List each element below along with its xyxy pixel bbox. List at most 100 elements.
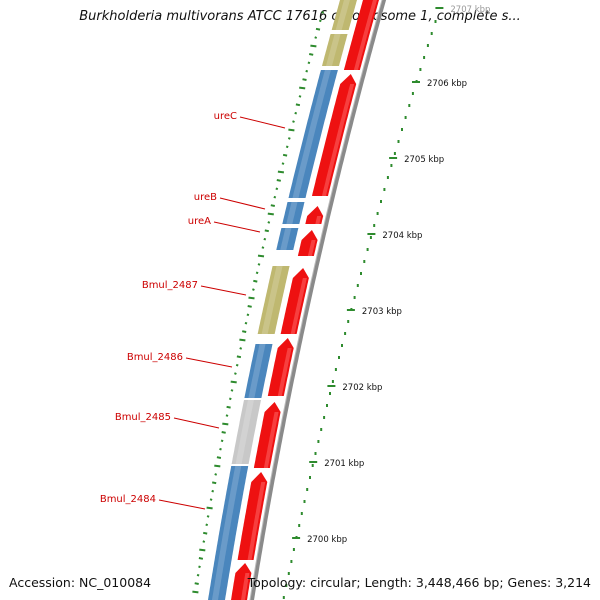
forward-gene-arrowhead xyxy=(292,268,309,278)
gc-tick xyxy=(225,414,229,417)
gc-tick xyxy=(321,11,325,14)
forward-gene-arrowhead xyxy=(277,338,294,348)
gc-tick xyxy=(226,405,231,409)
ruler-label: 2705 kbp xyxy=(404,155,444,165)
gc-tick xyxy=(310,44,317,48)
reverse-gene-1 xyxy=(331,0,357,30)
ruler-minor-tick xyxy=(338,356,340,359)
gc-tick xyxy=(314,36,318,39)
gc-tick xyxy=(211,489,215,493)
gc-tick xyxy=(196,573,200,577)
ruler-minor-tick xyxy=(411,92,414,95)
forward-gene-shine xyxy=(277,348,292,396)
ruler-minor-tick xyxy=(380,200,382,203)
gc-tick xyxy=(299,86,306,90)
ruler-label: 2707 kbp xyxy=(450,5,490,15)
ruler-minor-tick xyxy=(390,164,393,167)
reverse-gene-shine xyxy=(235,400,254,464)
ruler-minor-tick xyxy=(373,224,376,227)
gene-label-pointer xyxy=(239,116,286,129)
gc-tick xyxy=(194,582,199,585)
gc-tick xyxy=(202,540,206,543)
gene-label-ureC: ureC xyxy=(214,111,286,129)
gene-label-pointer xyxy=(219,197,266,210)
forward-gene-shine xyxy=(307,240,316,256)
gc-tick xyxy=(206,506,213,510)
reverse-gene-shine xyxy=(292,70,331,198)
gc-tick xyxy=(307,61,311,65)
gc-tick xyxy=(244,321,248,325)
gc-tick xyxy=(230,380,237,384)
gc-tick xyxy=(267,212,274,216)
reverse-gene-6 xyxy=(257,266,290,334)
gc-tick xyxy=(206,515,210,518)
gc-tick xyxy=(198,557,204,560)
gc-tick xyxy=(246,313,250,317)
gc-tick xyxy=(285,145,289,149)
genome-stats-text: Topology: circular; Length: 3,448,466 bp… xyxy=(247,575,591,590)
gc-tick xyxy=(302,78,307,81)
gc-tick xyxy=(309,53,314,56)
gene-labels-layer: ureC ureB ureA Bmul_2487 Bmul_2486 Bmul_2485 B… xyxy=(100,111,286,510)
gc-tick xyxy=(199,548,206,552)
forward-gene-4 xyxy=(297,230,318,256)
gene-label-text: Bmul_2485 xyxy=(115,412,171,423)
reverse-gene-5 xyxy=(276,228,299,250)
ruler-label: 2701 kbp xyxy=(324,459,364,469)
gc-tick xyxy=(234,372,237,375)
ruler-minor-tick xyxy=(383,188,386,191)
reverse-gene-4 xyxy=(282,202,305,224)
forward-gene-1 xyxy=(343,0,379,70)
reverse-gene-7 xyxy=(244,344,273,398)
gene-label-pointer xyxy=(173,417,220,429)
reverse-gene-body xyxy=(208,466,249,600)
forward-gene-2 xyxy=(312,74,357,196)
forward-gene-arrowhead xyxy=(235,563,252,573)
reverse-gene-body xyxy=(322,34,348,66)
ruler-label: 2703 kbp xyxy=(362,307,402,317)
gc-tick xyxy=(287,137,291,140)
gene-label-ureB: ureB xyxy=(194,192,266,210)
gene-label-text: Bmul_2486 xyxy=(127,352,183,363)
gc-tick xyxy=(294,111,298,115)
reverse-gene-shine xyxy=(335,0,350,30)
gc-tick xyxy=(222,422,229,426)
gc-tick xyxy=(219,447,222,451)
ruler-minor-tick xyxy=(397,140,400,143)
gc-tick xyxy=(257,254,265,258)
ruler-minor-tick xyxy=(401,128,403,131)
gc-tick xyxy=(248,296,255,300)
forward-gene-shine xyxy=(315,216,322,224)
ruler-minor-tick xyxy=(347,320,350,323)
backbone-line xyxy=(249,0,387,600)
ruler-minor-tick xyxy=(303,500,306,503)
reverse-gene-shine xyxy=(326,34,341,66)
reverse-gene-body xyxy=(244,344,273,398)
reverse-gene-body xyxy=(257,266,290,334)
ruler-minor-tick xyxy=(408,104,411,107)
backbone-layer xyxy=(249,0,387,600)
gene-label-ureA: ureA xyxy=(188,216,261,233)
forward-gene-shine xyxy=(247,482,266,560)
gc-tick xyxy=(252,288,255,291)
reverse-gene-body xyxy=(231,400,261,464)
gene-label-text: ureA xyxy=(188,216,211,227)
gc-tick xyxy=(192,590,199,594)
gene-label-Bmul_2486: Bmul_2486 xyxy=(127,352,233,368)
gene-label-Bmul_2484: Bmul_2484 xyxy=(100,494,206,510)
gc-tick xyxy=(253,279,258,283)
gc-tick xyxy=(214,473,218,476)
ruler-minor-tick xyxy=(404,116,407,119)
gc-tick xyxy=(216,456,222,459)
gc-tick xyxy=(214,464,221,468)
ruler-minor-tick xyxy=(282,596,285,599)
gene-label-pointer xyxy=(158,499,206,510)
gc-tick xyxy=(288,128,295,132)
gene-label-Bmul_2487: Bmul_2487 xyxy=(142,280,247,296)
gc-tick xyxy=(261,246,265,249)
reverse-gene-body xyxy=(276,228,299,250)
forward-gene-7 xyxy=(253,402,281,468)
reverse-gene-2 xyxy=(322,34,348,66)
ruler-minor-tick xyxy=(323,416,326,419)
ruler-label: 2700 kbp xyxy=(307,535,347,545)
